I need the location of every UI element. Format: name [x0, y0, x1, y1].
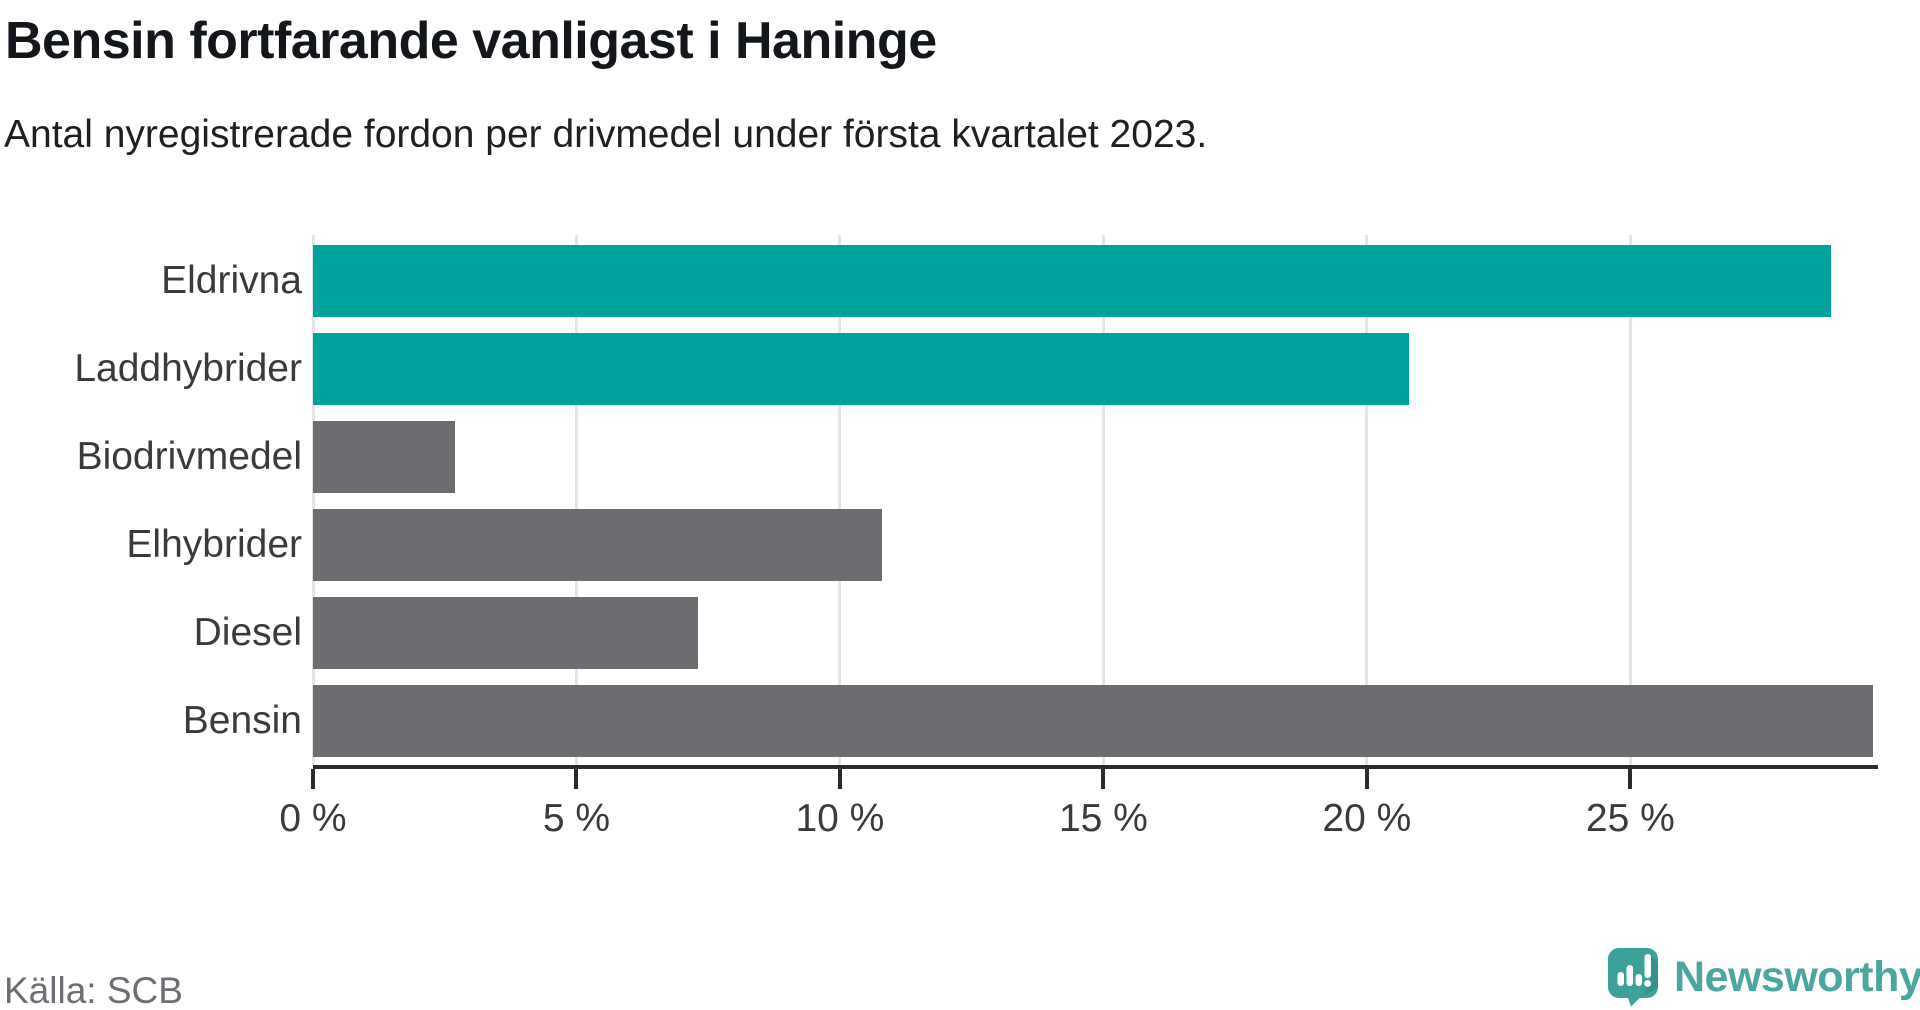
bar-laddhybrider [313, 333, 1410, 405]
bar-biodrivmedel [313, 421, 456, 493]
bar-bensin [313, 685, 1873, 757]
newsworthy-logo: Newsworthy [1606, 946, 1920, 1008]
x-tick-label: 15 % [1058, 797, 1148, 840]
category-label: Laddhybrider [74, 347, 302, 390]
x-axis: 0 % 5 % 10 % 15 % 20 % 25 % [279, 769, 1878, 859]
bar-elhybrider [313, 509, 883, 581]
plot-area [311, 235, 1878, 769]
category-label: Eldrivna [161, 259, 302, 302]
x-tick-label: 10 % [795, 797, 885, 840]
bar-diesel [313, 597, 698, 669]
category-label: Biodrivmedel [76, 435, 302, 478]
x-tick-label: 0 % [279, 797, 347, 840]
gridline [311, 235, 315, 765]
gridline [574, 235, 578, 765]
x-tick-label: 5 % [542, 797, 611, 840]
x-tick-mark [1628, 769, 1633, 789]
category-labels: Eldrivna Laddhybrider Biodrivmedel Elhybrid… [0, 235, 302, 765]
gridline [1628, 235, 1632, 765]
newsworthy-icon [1606, 946, 1660, 1008]
category-label: Diesel [193, 611, 302, 654]
x-tick-mark [1364, 769, 1369, 789]
x-tick-mark [574, 769, 579, 789]
bar-eldrivna [313, 245, 1831, 317]
gridline [1365, 235, 1369, 765]
source-note: Källa: SCB [4, 970, 183, 1010]
gridline [1101, 235, 1105, 765]
category-label: Elhybrider [126, 523, 302, 566]
x-tick-mark [1101, 769, 1106, 789]
x-tick-label: 20 % [1322, 797, 1412, 840]
category-label: Bensin [182, 699, 302, 742]
x-tick-mark [837, 769, 842, 789]
chart-subtitle: Antal nyregistrerade fordon per drivmede… [4, 113, 1208, 156]
x-tick-mark [311, 769, 315, 789]
x-tick-label: 25 % [1585, 797, 1675, 840]
chart-title: Bensin fortfarande vanligast i Haninge [5, 12, 937, 70]
newsworthy-wordmark: Newsworthy [1674, 952, 1920, 1001]
gridline [838, 235, 842, 765]
